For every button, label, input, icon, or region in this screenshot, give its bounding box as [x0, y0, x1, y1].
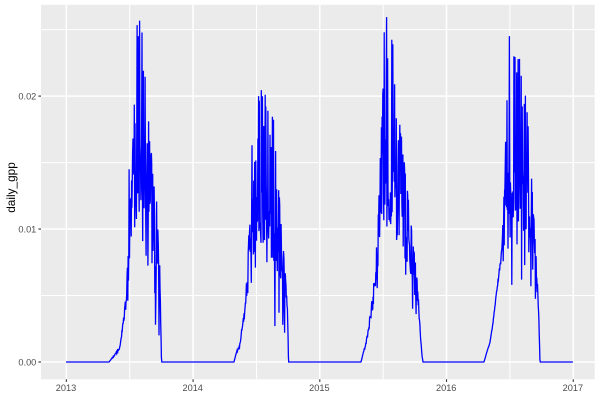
svg-text:0.01: 0.01: [18, 224, 36, 234]
svg-text:2013: 2013: [56, 383, 76, 393]
svg-text:0.02: 0.02: [18, 91, 36, 101]
svg-text:0.00: 0.00: [18, 357, 36, 367]
svg-text:2017: 2017: [563, 383, 583, 393]
svg-text:2016: 2016: [436, 383, 456, 393]
svg-text:daily_gpp: daily_gpp: [4, 162, 18, 213]
svg-text:2015: 2015: [309, 383, 329, 393]
svg-text:2014: 2014: [182, 383, 202, 393]
